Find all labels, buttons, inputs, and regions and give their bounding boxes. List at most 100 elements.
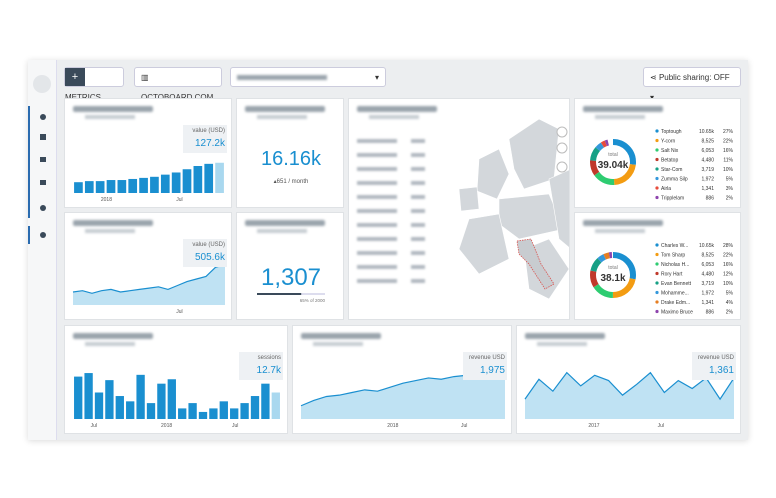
item-share: 10%: [723, 167, 734, 173]
zoom-button[interactable]: [556, 142, 568, 154]
blurred-row: [357, 265, 397, 269]
item-value: 886: [706, 310, 715, 316]
widget-card[interactable]: value (USD) 127.2k 2018 Jul: [64, 98, 232, 208]
org-label: OCTOBOARD.COM: [141, 93, 213, 102]
sharing-dropdown[interactable]: ⋖ Public sharing: OFF ▾: [643, 67, 741, 102]
badge-label: revenue USD: [469, 355, 506, 361]
widget-card[interactable]: [348, 98, 570, 320]
widget-canvas: [357, 118, 569, 300]
bar: [105, 380, 114, 419]
bar: [271, 392, 280, 419]
item-name: Charles W...: [661, 243, 688, 249]
progress-label: 65% of 2000: [300, 298, 326, 303]
blurred-subtitle: [369, 115, 419, 119]
total-label: total: [608, 152, 617, 158]
blurred-subtitle: [313, 342, 363, 346]
donut-segment: [590, 252, 636, 298]
org-dropdown[interactable]: ▥ OCTOBOARD.COM ▾: [134, 67, 222, 122]
bar: [171, 172, 181, 193]
icon[interactable]: [40, 114, 46, 120]
map-region: [476, 148, 510, 200]
item-name: Y-corn: [661, 139, 675, 145]
x-label: Jul: [232, 423, 238, 429]
blurred-row: [411, 251, 425, 255]
bar: [74, 376, 83, 419]
home-button[interactable]: [556, 161, 568, 173]
blurred-row: [357, 181, 397, 185]
blurred-title: [301, 333, 381, 339]
item-share: 10%: [723, 281, 734, 287]
widget-canvas: revenue USD 1,361 2017 Jul: [524, 352, 736, 429]
widget-card[interactable]: Toptough 10.65k 27% Y-corn 8,525 22% Salt Nix 6…: [574, 98, 741, 208]
item-value: 886: [706, 196, 715, 202]
item-name: Evan Bennett: [661, 281, 692, 287]
team-dropdown[interactable]: ▾: [230, 67, 386, 87]
map-region-highlight: [516, 238, 555, 290]
item-value: 10.65k: [699, 243, 715, 249]
icon[interactable]: [40, 180, 46, 185]
x-label: Jul: [91, 423, 97, 429]
icon[interactable]: [40, 157, 46, 162]
area: [73, 264, 225, 305]
widget-card[interactable]: Charles W... 10.65k 28% Tom Sharp 8,525 22% Ni…: [574, 212, 741, 320]
widget-card[interactable]: value (USD) 505.6k Jul: [64, 212, 232, 320]
bar: [139, 177, 148, 193]
blurred-title: [583, 106, 663, 112]
bar: [209, 408, 218, 419]
badge-label: sessions: [258, 355, 281, 361]
x-label: Jul: [176, 197, 182, 203]
bar: [94, 392, 104, 419]
widget-canvas: sessions 12.7k Jul 2018 Jul: [74, 352, 283, 429]
blurred-subtitle: [595, 229, 645, 233]
donut-segment: [590, 252, 636, 298]
blurred-title: [357, 106, 437, 112]
metrics-button[interactable]: + METRICS: [64, 67, 124, 102]
sidebar-icons: [28, 75, 51, 244]
badge: [183, 239, 227, 267]
blurred-title: [245, 106, 325, 112]
icon[interactable]: [40, 232, 46, 238]
widget-card[interactable]: revenue USD 1,361 2017 Jul: [516, 325, 741, 434]
widget-card[interactable]: 1,307 65% of 2000: [236, 212, 344, 320]
active-marker: [28, 106, 30, 218]
x-label: 2017: [588, 423, 599, 429]
widget-card[interactable]: 16.16k ▴651 / month: [236, 98, 344, 208]
bar: [204, 163, 214, 193]
badge: [239, 352, 283, 380]
icon[interactable]: [40, 205, 46, 211]
stat-value: 16.16k: [261, 148, 322, 170]
bar: [240, 403, 249, 419]
map-region: [458, 213, 510, 275]
donut-segment: [590, 139, 636, 185]
item-value: 1,341: [701, 300, 714, 306]
legend-dot: [655, 243, 659, 247]
bar: [193, 166, 203, 193]
zoom-button[interactable]: [556, 126, 568, 138]
blurred-subtitle: [537, 342, 587, 346]
item-value: 8,525: [701, 253, 714, 259]
item-share: 5%: [726, 291, 734, 297]
blurred-row: [411, 237, 425, 241]
blurred-title: [525, 333, 605, 339]
badge: [463, 352, 507, 380]
total-value: 38.1k: [600, 273, 625, 284]
x-label: 2018: [161, 423, 172, 429]
blurred-row: [357, 209, 397, 213]
item-share: 27%: [723, 129, 734, 135]
blurred-row: [411, 195, 425, 199]
avatar[interactable]: [33, 75, 51, 93]
blurred-row: [357, 153, 397, 157]
item-name: Rory Hart: [661, 272, 683, 278]
widget-card[interactable]: sessions 12.7k Jul 2018 Jul: [64, 325, 288, 434]
x-label: 2018: [101, 197, 112, 203]
icon[interactable]: [40, 134, 46, 140]
bar: [215, 162, 224, 193]
legend-dot: [655, 252, 659, 257]
bar: [136, 374, 145, 419]
blurred-row: [411, 209, 425, 213]
widget-card[interactable]: revenue USD 1,975 2018 Jul: [292, 325, 512, 434]
blurred-row: [357, 279, 397, 283]
badge-value: 505.6k: [195, 252, 226, 263]
badge-value: 1,975: [480, 365, 505, 376]
blurred-subtitle: [85, 229, 135, 233]
